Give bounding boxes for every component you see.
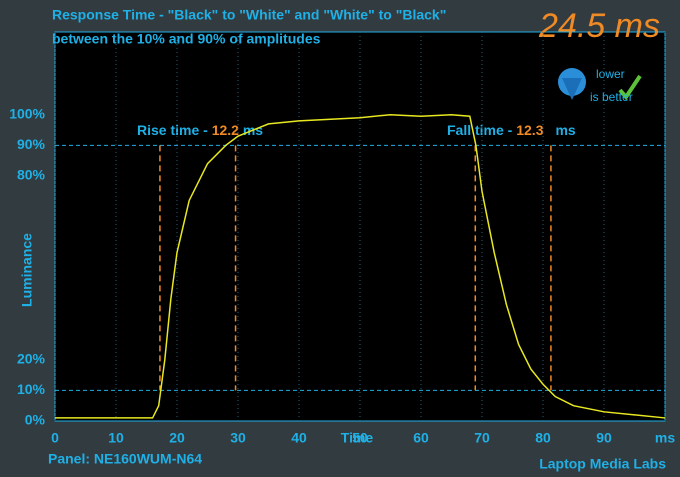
rise-annotation: Rise time - 12.2 ms — [137, 122, 263, 138]
badge-text: lower — [596, 67, 625, 81]
x-tick-label: 0 — [51, 430, 59, 446]
x-tick-label: 40 — [291, 430, 307, 446]
fall-annotation: Fall time - 12.3 ms — [447, 122, 576, 138]
x-tick-label: 90 — [596, 430, 612, 446]
x-tick-label: 20 — [169, 430, 185, 446]
x-tick-label: 70 — [474, 430, 490, 446]
badge-icon — [558, 68, 642, 101]
x-tick-label: 80 — [535, 430, 551, 446]
result: 24.5 ms — [538, 7, 660, 45]
y-axis-label: Luminance — [19, 233, 35, 307]
luminance-line — [55, 113, 666, 419]
y-tick-label: 20% — [17, 350, 46, 366]
y-tick-label: 80% — [17, 167, 46, 183]
chart-title: Response Time - "Black" to "White" and "… — [52, 7, 446, 23]
credit: Laptop Media Labs — [539, 456, 666, 472]
y-tick-label: 100% — [9, 105, 45, 121]
x-tick-label: ms — [655, 430, 675, 446]
x-tick-label: 10 — [108, 430, 124, 446]
chart-subtitle: between the 10% and 90% of amplitudes — [52, 31, 321, 47]
y-tick-label: 10% — [17, 381, 46, 397]
y-tick-label: 90% — [17, 136, 46, 152]
x-tick-label: 60 — [413, 430, 429, 446]
y-tick-label: 0% — [25, 412, 46, 428]
x-tick-label: 50 — [352, 430, 368, 446]
panel-label: Panel: NE160WUM-N64 — [48, 451, 202, 467]
x-tick-label: 30 — [230, 430, 246, 446]
x-axis-label: Time — [341, 430, 374, 446]
badge-text: is better — [590, 90, 633, 104]
